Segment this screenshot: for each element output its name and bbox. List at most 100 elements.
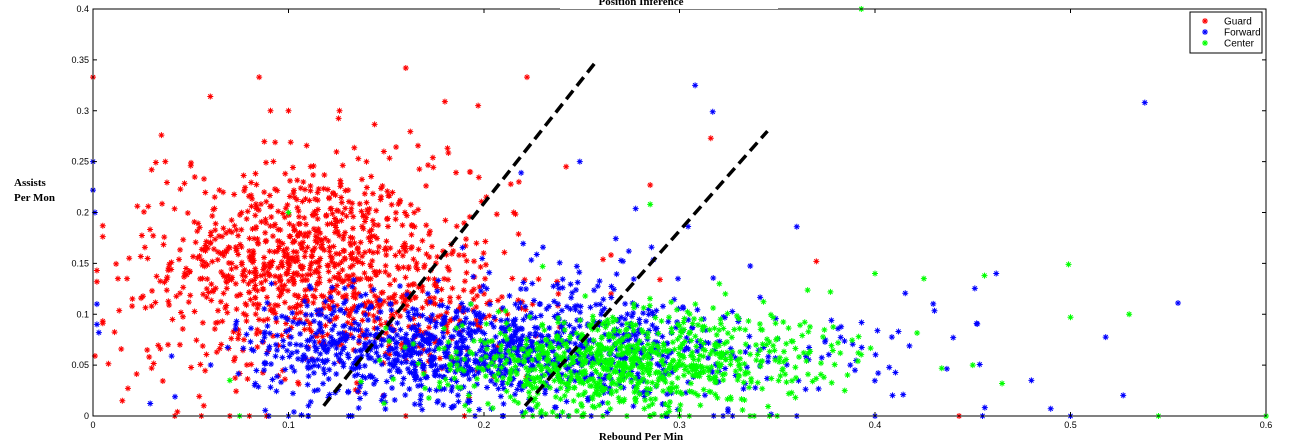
data-point-forward [534,325,541,332]
data-point-guard [279,367,286,374]
data-point-guard [307,262,314,269]
data-point-center [623,320,630,327]
data-point-forward [321,370,328,377]
data-point-guard [354,246,361,253]
data-point-center [497,346,504,353]
data-point-forward [433,319,440,326]
data-point-forward [279,354,286,361]
data-point-guard [333,314,340,321]
data-point-center [505,347,512,354]
data-point-guard [312,211,319,218]
data-point-center [651,411,658,418]
data-point-guard [302,230,309,237]
data-point-guard [203,285,210,292]
data-point-center [687,352,694,359]
data-point-forward [355,354,362,361]
data-point-center [528,374,535,381]
data-point-guard [279,210,286,217]
data-point-center [381,400,387,407]
data-point-center [695,392,702,399]
data-point-forward [328,334,335,341]
data-point-center [615,394,622,401]
data-point-guard [301,214,308,221]
data-point-guard [181,180,188,187]
data-point-center [644,354,651,361]
data-point-guard [342,229,349,236]
data-point-guard [219,249,226,256]
data-point-forward [293,341,300,348]
data-point-guard [314,197,321,204]
data-point-center [695,356,702,363]
data-point-forward [633,337,640,344]
data-point-guard [301,326,308,333]
data-point-forward [569,289,576,296]
data-point-center [759,341,766,348]
data-point-center [735,372,742,379]
data-point-center [785,325,792,332]
data-point-forward [336,355,343,362]
data-point-center [469,350,476,357]
data-point-forward [560,328,567,335]
data-point-guard [350,346,357,353]
data-point-center [756,320,763,327]
data-point-guard [282,320,289,327]
data-point-guard [126,255,133,262]
data-point-guard [351,285,358,292]
data-point-center [466,349,473,356]
data-point-guard [335,261,342,268]
data-point-forward [760,344,767,351]
data-point-guard [290,223,297,230]
data-point-forward [438,320,445,327]
data-point-center [624,348,631,355]
data-point-center [629,360,636,367]
legend-label-forward: Forward [1224,28,1261,39]
data-point-guard [349,225,356,232]
data-point-guard [253,204,260,211]
data-point-guard [411,223,418,230]
data-point-forward [315,311,322,318]
data-point-center [492,363,499,370]
data-point-guard [361,309,368,316]
data-point-guard [392,209,399,216]
data-point-forward [533,356,540,363]
data-point-forward [436,337,443,344]
data-point-forward [551,313,558,320]
data-point-guard [347,309,354,316]
data-point-center [598,383,605,390]
data-point-forward [352,365,359,372]
data-point-forward [822,338,829,345]
data-point-guard [326,277,333,284]
data-point-guard [278,258,285,265]
data-point-forward [1120,392,1127,399]
data-point-guard [237,291,244,298]
data-point-center [805,371,812,378]
data-point-guard [261,254,268,261]
data-point-guard [333,224,340,231]
data-point-forward [428,332,435,339]
data-point-forward [356,384,363,391]
data-point-center [647,386,654,393]
data-point-center [720,325,727,332]
data-point-guard [119,397,126,404]
data-point-center [578,400,585,407]
data-point-forward [900,391,907,398]
data-point-guard [297,302,304,309]
data-point-forward [307,398,314,405]
data-point-guard [376,316,383,323]
data-point-guard [181,273,188,280]
data-point-center [533,384,540,391]
data-point-forward [354,304,361,311]
data-point-center [649,379,656,386]
data-point-center [594,384,601,391]
data-point-center [727,356,734,363]
data-point-center [588,344,595,351]
data-point-guard [331,286,338,293]
data-point-center [688,337,695,344]
data-point-forward [818,354,825,361]
data-point-forward [502,350,509,357]
data-point-guard [351,144,358,151]
data-point-center [801,319,808,326]
data-point-guard [277,277,284,284]
data-point-forward [406,341,413,348]
data-point-guard [243,215,250,222]
